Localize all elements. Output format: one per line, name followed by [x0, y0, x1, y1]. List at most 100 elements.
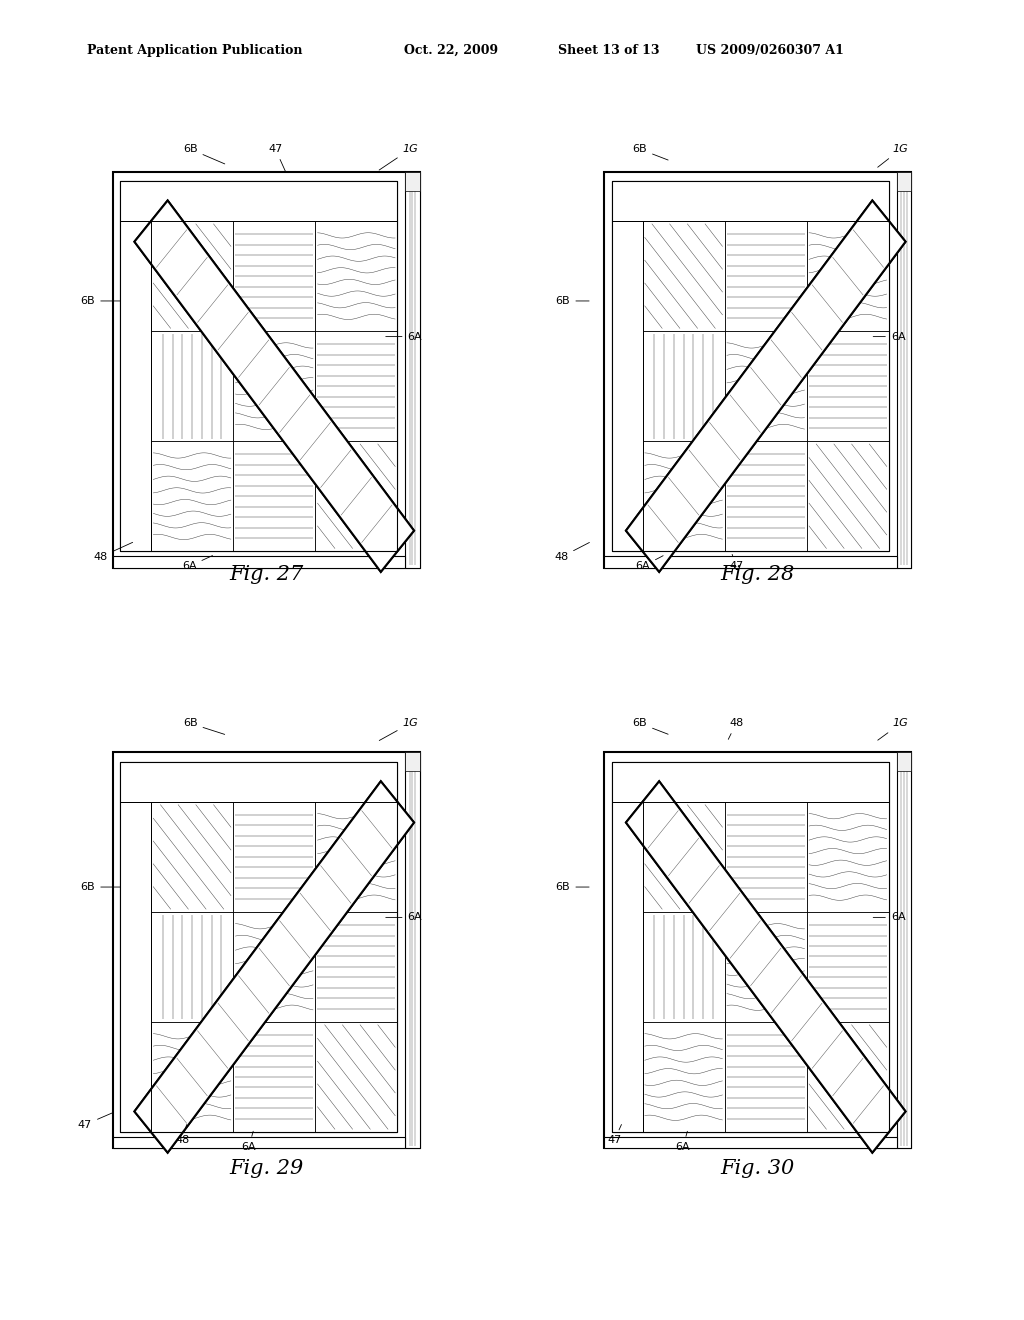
Bar [611, 762, 889, 1133]
Bar [725, 331, 807, 441]
Bar [113, 172, 420, 568]
Bar [611, 181, 889, 552]
Text: 6A: 6A [386, 912, 422, 923]
Bar [152, 912, 233, 1022]
Bar [611, 762, 889, 801]
Polygon shape [626, 201, 905, 572]
Bar [611, 181, 889, 220]
Text: 47: 47 [607, 1125, 622, 1146]
Bar [121, 801, 152, 1133]
Bar [807, 912, 889, 1022]
Bar [725, 1022, 807, 1133]
Bar [406, 172, 420, 568]
Bar [121, 220, 152, 552]
Text: US 2009/0260307 A1: US 2009/0260307 A1 [696, 44, 844, 57]
Bar [121, 762, 397, 801]
Text: 1G: 1G [878, 144, 908, 168]
Bar [121, 181, 397, 552]
Bar [121, 762, 397, 1133]
Bar [611, 762, 889, 1133]
Text: 6B: 6B [183, 144, 225, 164]
Bar [611, 181, 889, 220]
Bar [121, 220, 152, 552]
Bar [604, 752, 911, 1148]
Text: 6A: 6A [873, 912, 905, 923]
Bar [121, 801, 152, 1133]
Polygon shape [134, 201, 414, 572]
Text: Fig. 29: Fig. 29 [229, 1159, 303, 1177]
Bar [643, 331, 725, 441]
Bar [611, 181, 889, 552]
Bar [725, 912, 807, 1022]
Text: 6B: 6B [556, 296, 589, 306]
Text: 6A: 6A [636, 556, 664, 572]
Text: Fig. 27: Fig. 27 [229, 565, 303, 583]
Bar [807, 441, 889, 552]
Bar [315, 441, 397, 552]
Bar [233, 220, 315, 331]
Bar [113, 1137, 406, 1148]
Bar [725, 801, 807, 912]
Text: 47: 47 [268, 144, 286, 172]
Text: 48: 48 [93, 543, 133, 562]
Bar [611, 801, 643, 1133]
Bar [121, 181, 397, 220]
Polygon shape [134, 201, 414, 572]
Text: 6A: 6A [386, 331, 422, 342]
Bar [807, 1022, 889, 1133]
Text: 6A: 6A [676, 1131, 690, 1152]
Polygon shape [626, 781, 905, 1152]
Text: 6B: 6B [81, 882, 120, 892]
Text: 6B: 6B [633, 144, 668, 160]
Bar [611, 220, 643, 552]
Text: Sheet 13 of 13: Sheet 13 of 13 [558, 44, 659, 57]
Bar [121, 762, 397, 1133]
Bar [315, 220, 397, 331]
Text: 48: 48 [175, 1125, 189, 1146]
Bar [725, 441, 807, 552]
Text: 6A: 6A [242, 1131, 256, 1152]
Bar [643, 801, 725, 912]
Bar [643, 220, 725, 331]
Polygon shape [134, 781, 414, 1152]
Bar [406, 752, 420, 1148]
Bar [233, 331, 315, 441]
Bar [604, 172, 911, 568]
Polygon shape [626, 781, 905, 1152]
Text: Fig. 30: Fig. 30 [721, 1159, 795, 1177]
Bar [121, 181, 397, 552]
Bar [725, 220, 807, 331]
Bar [233, 441, 315, 552]
Text: Patent Application Publication: Patent Application Publication [87, 44, 302, 57]
Bar [152, 441, 233, 552]
Text: 1G: 1G [379, 718, 418, 741]
Bar [643, 1022, 725, 1133]
Bar [897, 172, 911, 190]
Bar [611, 220, 643, 552]
Text: 47: 47 [729, 554, 743, 572]
Bar [897, 172, 911, 568]
Text: 48: 48 [728, 718, 743, 739]
Bar [152, 1022, 233, 1133]
Bar [643, 912, 725, 1022]
Bar [406, 172, 420, 190]
Bar [315, 801, 397, 912]
Bar [315, 1022, 397, 1133]
Bar [643, 441, 725, 552]
Bar [233, 1022, 315, 1133]
Text: 6A: 6A [873, 331, 905, 342]
Text: 6B: 6B [556, 882, 589, 892]
Bar [233, 912, 315, 1022]
Bar [315, 912, 397, 1022]
Bar [121, 181, 397, 220]
Bar [604, 1137, 897, 1148]
Bar [113, 556, 406, 568]
Bar [315, 331, 397, 441]
Text: 1G: 1G [379, 144, 418, 170]
Text: 6A: 6A [182, 556, 213, 572]
Bar [233, 801, 315, 912]
Text: Fig. 28: Fig. 28 [721, 565, 795, 583]
Bar [406, 752, 420, 771]
Polygon shape [626, 201, 905, 572]
Bar [604, 556, 897, 568]
